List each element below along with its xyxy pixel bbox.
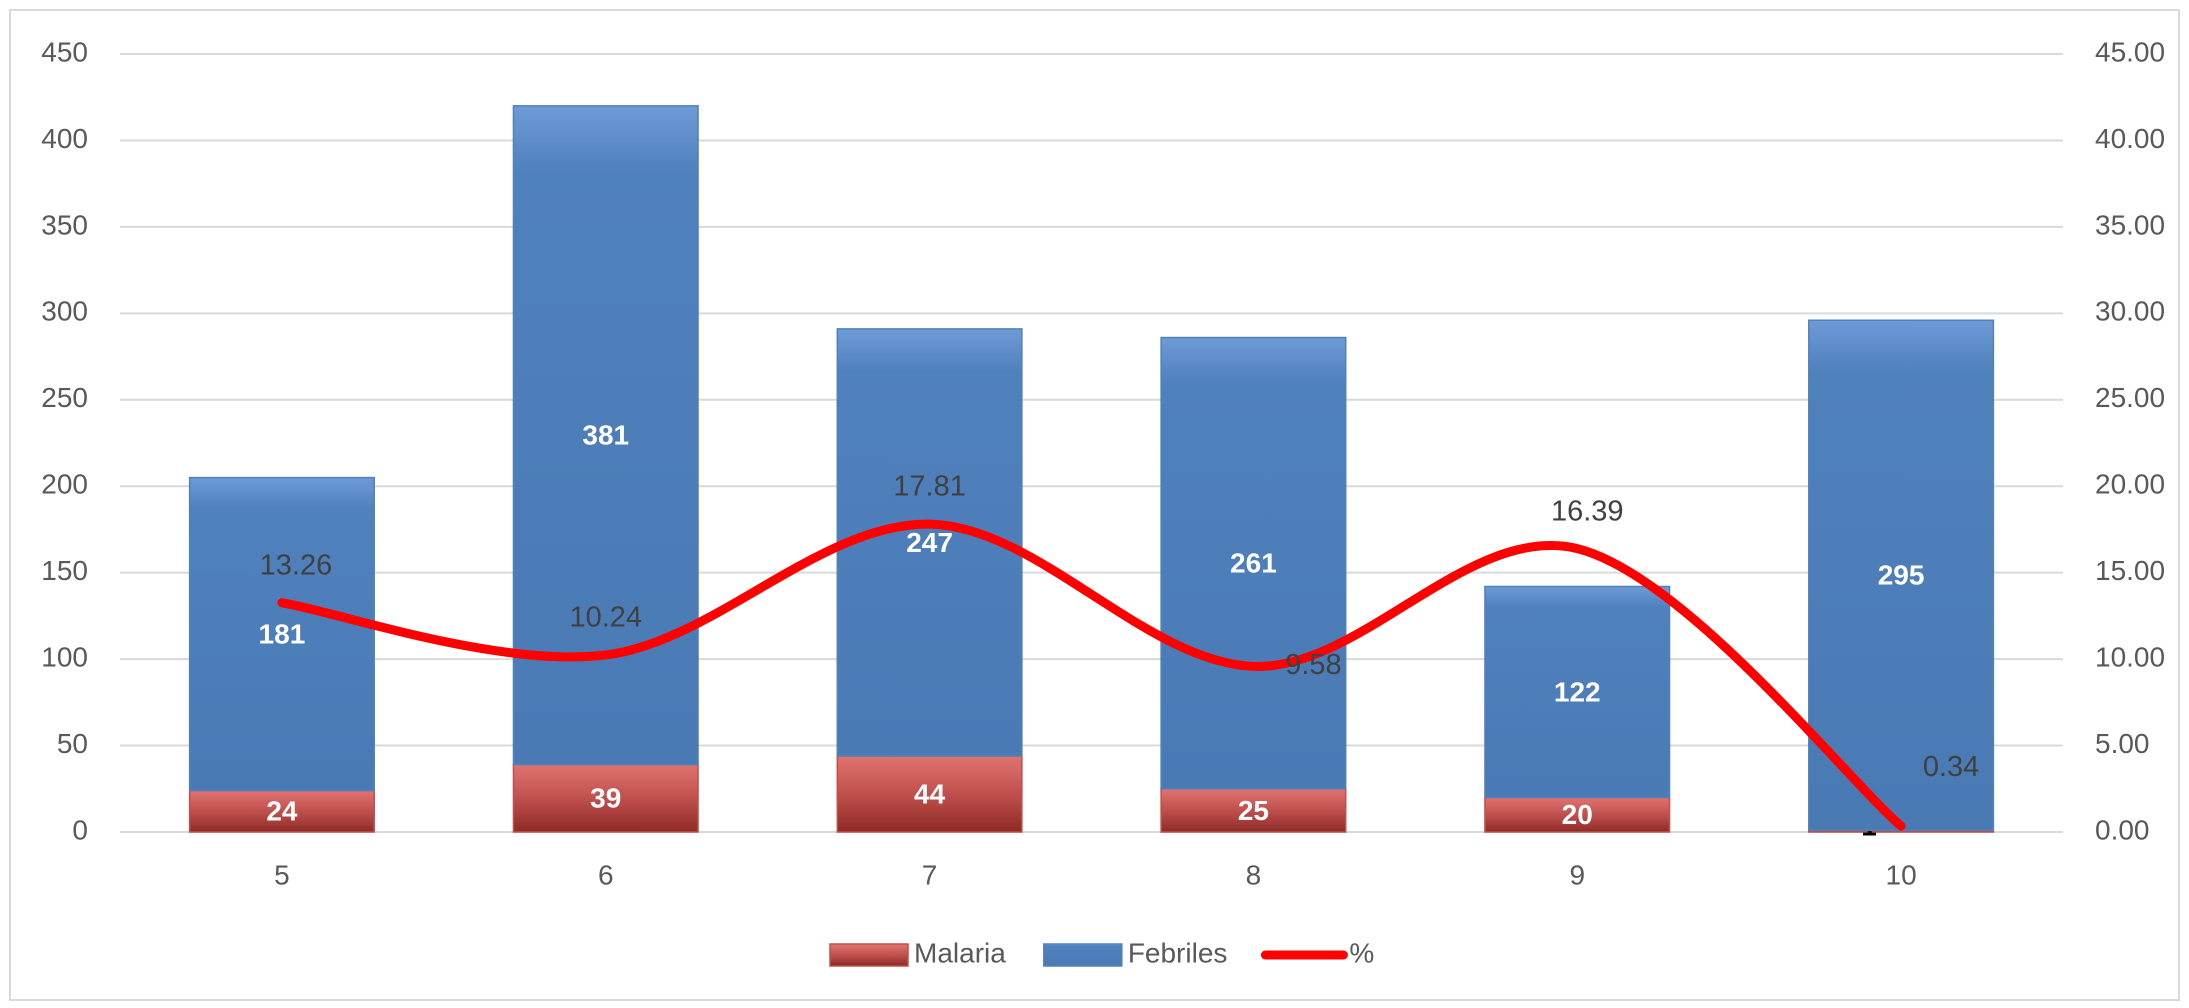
- bar-segment: [836, 755, 1023, 833]
- y-tick-label: 0: [72, 814, 88, 845]
- data-label: 20: [1562, 799, 1593, 830]
- data-label: 247: [906, 527, 953, 558]
- bar-segment: [1160, 336, 1347, 790]
- data-label: 295: [1878, 560, 1925, 591]
- x-tick-label: 10: [1886, 859, 1917, 890]
- x-tick-label: 7: [922, 859, 938, 890]
- legend-label: %: [1349, 937, 1374, 968]
- line-label: 16.39: [1551, 495, 1624, 527]
- bar-segment: [1484, 585, 1671, 799]
- y-tick-label: 50: [57, 728, 88, 759]
- x-tick-label: 5: [274, 859, 290, 890]
- y2-tick-label: 40.00: [2095, 123, 2165, 154]
- data-label: 24: [266, 796, 298, 827]
- y-tick-label: 150: [41, 555, 88, 586]
- bar-segment: [1484, 796, 1671, 833]
- x-tick-label: 8: [1246, 859, 1262, 890]
- y2-tick-label: 20.00: [2095, 469, 2165, 500]
- data-label: 261: [1230, 548, 1277, 579]
- y-tick-label: 300: [41, 296, 88, 327]
- legend-swatch: [1043, 943, 1123, 967]
- data-label: 122: [1554, 676, 1601, 707]
- data-label: 44: [914, 778, 946, 809]
- legend-swatch: [829, 943, 909, 967]
- y-tick-label: 100: [41, 642, 88, 673]
- line-label: 9.58: [1285, 649, 1341, 681]
- bar-segment: [188, 476, 375, 792]
- legend-label: Febriles: [1128, 937, 1228, 968]
- x-tick-label: 6: [598, 859, 614, 890]
- bar-segment: [188, 789, 375, 833]
- y-tick-label: 200: [41, 469, 88, 500]
- data-label: 39: [590, 783, 621, 814]
- line-series: [277, 519, 1906, 831]
- y2-tick-label: 45.00: [2095, 36, 2165, 67]
- line-label: 17.81: [893, 471, 966, 503]
- y2-tick-label: 30.00: [2095, 296, 2165, 327]
- y-tick-label: 450: [41, 36, 88, 67]
- y-tick-label: 350: [41, 209, 88, 240]
- legend-label: Malaria: [914, 937, 1006, 968]
- line-label: 13.26: [260, 549, 333, 581]
- y2-tick-label: 10.00: [2095, 642, 2165, 673]
- bar-segment: [1160, 788, 1347, 833]
- y2-tick-label: 35.00: [2095, 209, 2165, 240]
- bar-segment: [512, 763, 699, 833]
- data-label: 181: [259, 618, 306, 649]
- y2-tick-label: 15.00: [2095, 555, 2165, 586]
- line-label: 10.24: [569, 602, 642, 634]
- y2-tick-label: 25.00: [2095, 382, 2165, 413]
- y-tick-label: 250: [41, 382, 88, 413]
- bar-segment: [1808, 319, 1995, 832]
- data-label: 381: [582, 420, 629, 451]
- y2-tick-label: 5.00: [2095, 728, 2150, 759]
- line-label: 0.34: [1923, 751, 1979, 783]
- y2-tick-label: 0.00: [2095, 814, 2150, 845]
- x-tick-label: 9: [1569, 859, 1585, 890]
- data-label: 25: [1238, 795, 1269, 826]
- y-tick-label: 400: [41, 123, 88, 154]
